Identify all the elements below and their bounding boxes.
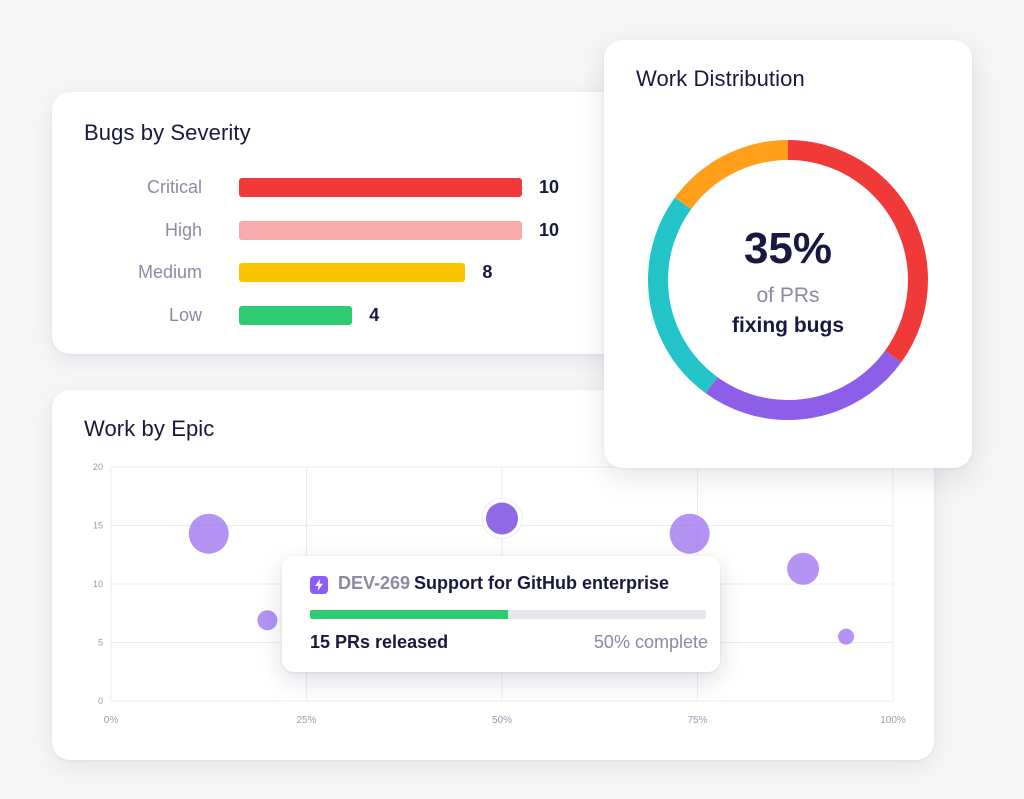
work-distribution-title: Work Distribution [636, 66, 805, 91]
epic-id[interactable]: DEV-269 [338, 573, 411, 593]
bubble-point[interactable] [188, 513, 229, 554]
lightning-icon [310, 576, 328, 594]
work-distribution-donut [648, 140, 928, 420]
progress-track [310, 610, 706, 619]
bubble-point[interactable] [787, 552, 820, 585]
severity-row: Critical 10 [52, 175, 652, 199]
bugs-by-severity-title: Bugs by Severity [84, 120, 251, 145]
x-tick-label: 25% [296, 715, 316, 726]
donut-slice[interactable] [648, 140, 928, 420]
bubble-point[interactable] [838, 628, 855, 645]
work-distribution-card: Work Distribution 35% of PRs fixing bugs [604, 40, 972, 468]
severity-bar[interactable] [239, 220, 522, 240]
severity-label: Critical [146, 177, 202, 197]
severity-value: 8 [482, 262, 493, 282]
severity-value: 4 [369, 304, 380, 325]
donut-center-caption-bold: fixing bugs [732, 314, 844, 337]
progress-fill [310, 610, 508, 619]
severity-row: Medium 8 [52, 260, 652, 284]
completion-text: 50% complete [593, 632, 708, 652]
bubble-point[interactable] [257, 610, 278, 631]
severity-bar[interactable] [239, 178, 522, 197]
prs-released-text: 15 PRs released [310, 632, 449, 652]
severity-value: 10 [539, 219, 560, 240]
epic-bubble-chart: 0 5 10 15 20 0% 25% 50% 75% 100% [93, 462, 906, 726]
y-tick-label: 5 [98, 638, 103, 648]
severity-bar[interactable] [239, 263, 466, 282]
severity-bar[interactable] [239, 305, 353, 325]
y-tick-label: 15 [93, 521, 103, 531]
epic-tooltip: DEV-269 Support for GitHub enterprise 15 … [282, 556, 720, 672]
x-tick-label: 100% [880, 715, 906, 726]
donut-slice[interactable] [648, 140, 928, 420]
epic-name: Support for GitHub enterprise [414, 573, 670, 593]
donut-center-caption: of PRs [756, 284, 820, 307]
y-tick-label: 0 [98, 696, 103, 706]
y-tick-label: 10 [93, 579, 103, 589]
severity-row: Low 4 [52, 303, 652, 327]
bubble-point-selected[interactable] [486, 502, 518, 535]
severity-label: High [164, 219, 202, 240]
severity-value: 10 [539, 177, 560, 197]
work-by-epic-title: Work by Epic [84, 416, 215, 441]
severity-label: Medium [137, 262, 202, 282]
severity-label: Low [168, 304, 202, 325]
donut-center-percent: 35% [743, 224, 833, 273]
x-tick-label: 75% [687, 715, 707, 726]
severity-row: High 10 [52, 218, 652, 242]
bugs-by-severity-card: Bugs by Severity Critical 10 High 10 Medium 8… [52, 92, 652, 354]
donut-slice[interactable] [648, 140, 928, 420]
y-tick-label: 20 [93, 462, 103, 472]
x-tick-label: 0% [104, 715, 119, 726]
bubble-point[interactable] [669, 513, 710, 554]
tooltip-title: DEV-269 Support for GitHub enterprise [338, 573, 669, 594]
x-tick-label: 50% [492, 715, 512, 726]
